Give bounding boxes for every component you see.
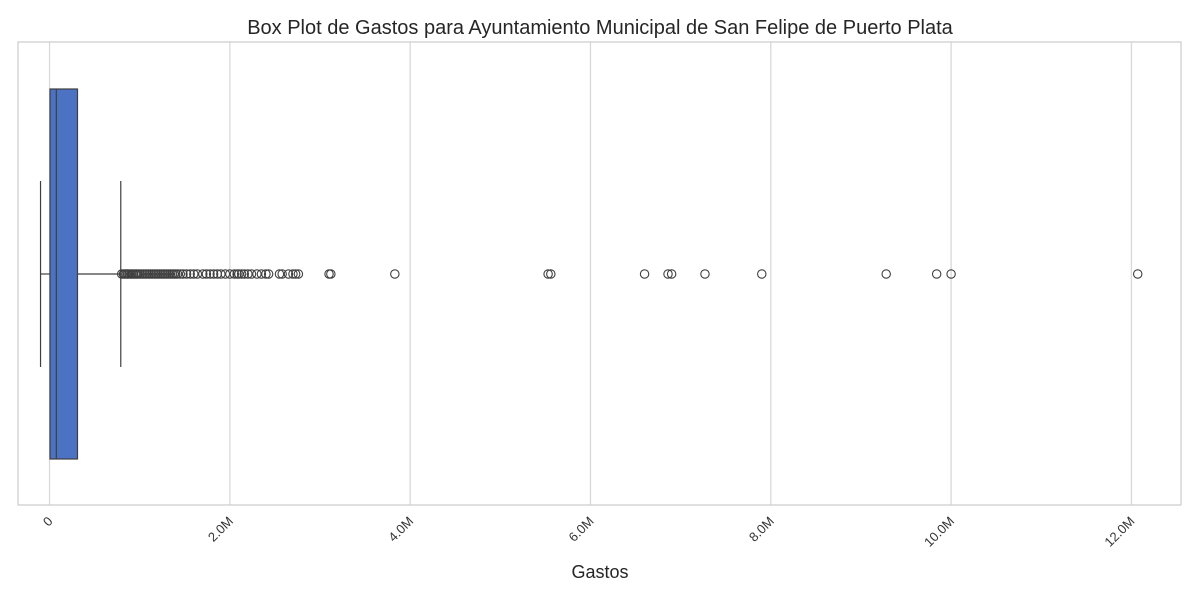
plot-frame [17,41,1182,506]
outlier-point [639,269,650,279]
chart-title: Box Plot de Gastos para Ayuntamiento Mun… [247,17,953,39]
outlier-point [172,269,183,279]
outlier-point [256,269,267,279]
outlier-point [283,269,294,279]
outlier-point [181,269,192,279]
outlier-point [293,269,304,279]
grid-layer [48,42,1133,505]
x-axis-label: Gastos [571,562,628,582]
outlier-point [225,269,235,279]
outlier-point [931,269,942,279]
outlier-layer [116,269,1143,279]
outlier-point [175,269,186,279]
outlier-point [946,269,956,279]
outlier-point [277,269,287,279]
outlier-point [881,269,891,279]
outlier-point [236,269,247,279]
outlier-point [239,269,250,279]
outlier-point [189,269,199,279]
outlier-point [546,269,556,279]
outlier-point [185,269,195,279]
outlier-point [290,269,301,279]
outlier-point [663,269,673,279]
outlier-point [288,269,298,279]
outlier-point [263,269,274,279]
outlier-point [326,269,336,279]
outlier-point [261,269,271,279]
outlier-point [178,269,188,279]
outlier-point [390,269,400,279]
iqr-box [49,88,79,460]
outlier-point [543,269,553,279]
outlier-point [234,269,244,279]
outlier-point [246,269,257,279]
outlier-point [216,269,226,279]
outlier-point [757,269,767,279]
outlier-point [229,269,240,279]
outlier-point [700,269,710,279]
outlier-point [243,269,253,279]
outlier-point [274,269,285,279]
outlier-point [198,269,208,279]
outlier-point [666,269,677,279]
outlier-point [205,269,215,279]
outlier-point [208,269,219,279]
outlier-point [201,269,212,279]
box-layer [39,88,122,460]
outlier-point [192,269,203,279]
outlier-point [252,269,262,279]
outlier-point [220,269,231,279]
outlier-point [1132,269,1143,279]
